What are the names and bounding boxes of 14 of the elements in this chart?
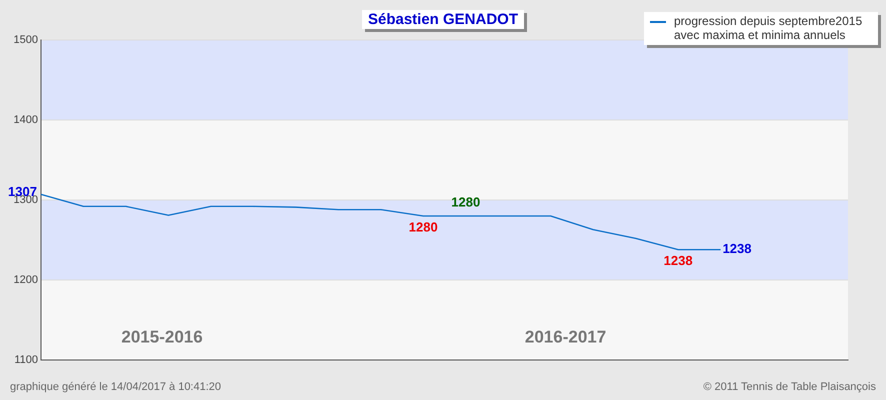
annotation: 2016-2017	[524, 328, 606, 347]
y-tick-label: 1400	[14, 114, 38, 126]
y-tick-label: 1200	[14, 274, 38, 286]
legend-label: progression depuis septembre2015 avec maxima et minima annuels	[674, 14, 864, 42]
y-tick-label: 1500	[14, 34, 38, 46]
data-label: 1280	[408, 220, 438, 235]
y-tick-label: 1100	[14, 354, 38, 366]
data-label: 1238	[722, 241, 752, 256]
text: graphique généré le 14/04/2017 à 10:41:20	[10, 381, 222, 393]
chart-title: Sébastien GENADOT	[362, 10, 524, 29]
data-label: 1238	[664, 253, 693, 268]
text: © 2011 Tennis de Table Plaisançois	[703, 381, 876, 393]
annotation: 2015-2016	[121, 328, 203, 347]
data-label: 1280	[451, 194, 480, 210]
